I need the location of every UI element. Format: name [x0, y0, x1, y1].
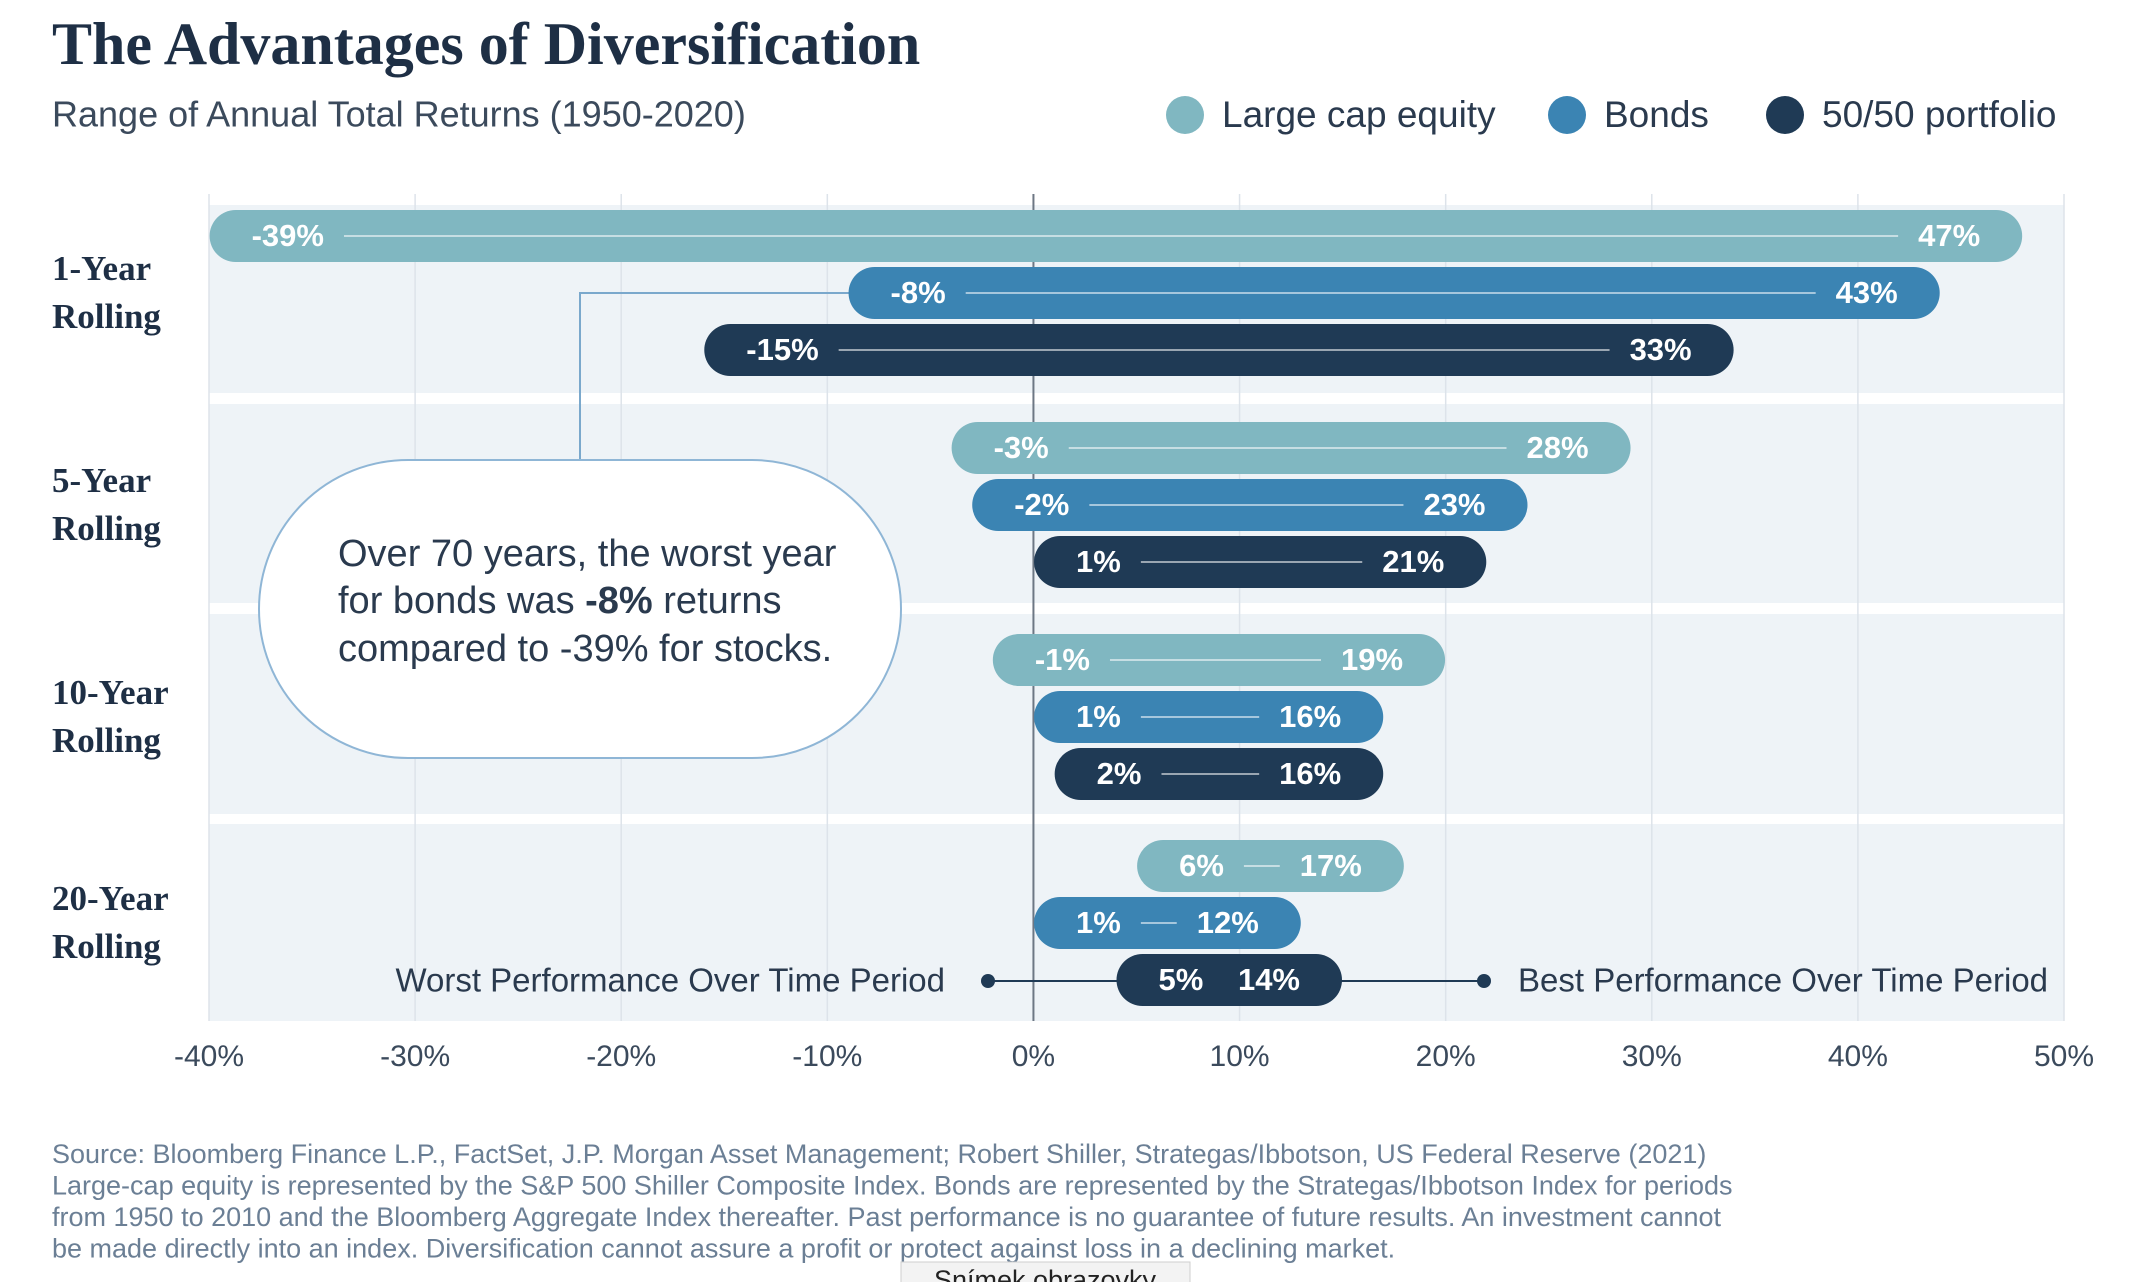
legend-label: 50/50 portfolio: [1822, 94, 2057, 135]
high-label: 12%: [1197, 905, 1259, 940]
legend: Large cap equity Bonds 50/50 portfolio: [1166, 94, 2057, 135]
note-line: Large-cap equity is represented by the S…: [52, 1171, 1733, 1201]
callout-connector: [579, 292, 871, 460]
chart-title: The Advantages of Diversification: [52, 11, 920, 77]
notes: Source: Bloomberg Finance L.P., FactSet,…: [52, 1139, 1733, 1264]
high-label: 14%: [1238, 962, 1300, 997]
x-tick-label: -20%: [586, 1040, 656, 1073]
low-label: 1%: [1076, 699, 1121, 734]
category-label: 20-Year Rolling: [52, 879, 169, 966]
legend-marker: [1548, 96, 1586, 134]
high-label: 16%: [1279, 699, 1341, 734]
screenshot-tab: [900, 1261, 1191, 1282]
high-label: 43%: [1836, 275, 1898, 310]
low-label: -2%: [1014, 487, 1069, 522]
high-label: 19%: [1341, 642, 1403, 677]
best-label: Best Performance Over Time Period: [1518, 962, 2048, 999]
high-label: 21%: [1382, 544, 1444, 579]
low-label: -39%: [252, 218, 324, 253]
screenshot-label: Snímek obrazovky: [934, 1265, 1157, 1282]
high-label: 16%: [1279, 756, 1341, 791]
high-label: 17%: [1300, 848, 1362, 883]
x-tick-label: 0%: [1012, 1040, 1055, 1073]
low-label: 1%: [1076, 544, 1121, 579]
low-label: -3%: [994, 430, 1049, 465]
legend-marker: [1166, 96, 1204, 134]
x-tick-label: 10%: [1210, 1040, 1270, 1073]
low-label: -15%: [746, 332, 818, 367]
callout-text: for bonds was: [338, 580, 585, 622]
x-tick-label: -30%: [380, 1040, 450, 1073]
worst-label: Worst Performance Over Time Period: [395, 962, 945, 999]
low-label: 6%: [1179, 848, 1224, 883]
x-tick-label: 20%: [1416, 1040, 1476, 1073]
category-label: 10-Year Rolling: [52, 673, 169, 760]
bars: -39% 47% -3% 28% -1% 19% 6% 17% -8% 43% -2% 23% 1% 16…: [209, 210, 2023, 1006]
legend-label: Bonds: [1604, 94, 1709, 135]
legend-marker: [1766, 96, 1804, 134]
low-label: -1%: [1035, 642, 1090, 677]
high-label: 33%: [1630, 332, 1692, 367]
callout-text: returns: [653, 580, 782, 622]
low-label: -8%: [891, 275, 946, 310]
guide-dot: [1477, 974, 1491, 988]
callout-text: compared to -39% for stocks.: [338, 628, 832, 670]
callout-box: [258, 459, 902, 759]
performance-guide: Worst Performance Over Time Period Best …: [395, 962, 2048, 999]
guide-dot: [981, 974, 995, 988]
high-label: 47%: [1918, 218, 1980, 253]
high-label: 23%: [1423, 487, 1485, 522]
callout-bold: -8%: [585, 580, 653, 622]
callout-text: Over 70 years, the worst year: [338, 533, 837, 575]
note-line: be made directly into an index. Diversif…: [52, 1234, 1395, 1264]
low-label: 1%: [1076, 905, 1121, 940]
low-label: 5%: [1159, 962, 1204, 997]
chart-subtitle: Range of Annual Total Returns (1950-2020…: [52, 94, 746, 135]
high-label: 28%: [1527, 430, 1589, 465]
callout-text: for bonds was -8% returns: [338, 580, 782, 622]
x-tick-label: 30%: [1622, 1040, 1682, 1073]
x-tick-label: 40%: [1828, 1040, 1888, 1073]
note-line: from 1950 to 2010 and the Bloomberg Aggr…: [52, 1202, 1722, 1232]
range-bar: [1116, 954, 1342, 1006]
note-line: Source: Bloomberg Finance L.P., FactSet,…: [52, 1139, 1706, 1169]
legend-label: Large cap equity: [1222, 94, 1496, 135]
x-tick-label: 50%: [2034, 1040, 2094, 1073]
category-label: 1-Year Rolling: [52, 249, 161, 336]
x-tick-label: -10%: [792, 1040, 862, 1073]
callout: Over 70 years, the worst year for bonds …: [258, 292, 902, 759]
low-label: 2%: [1097, 756, 1142, 791]
x-tick-label: -40%: [174, 1040, 244, 1073]
category-label: 5-Year Rolling: [52, 461, 161, 548]
